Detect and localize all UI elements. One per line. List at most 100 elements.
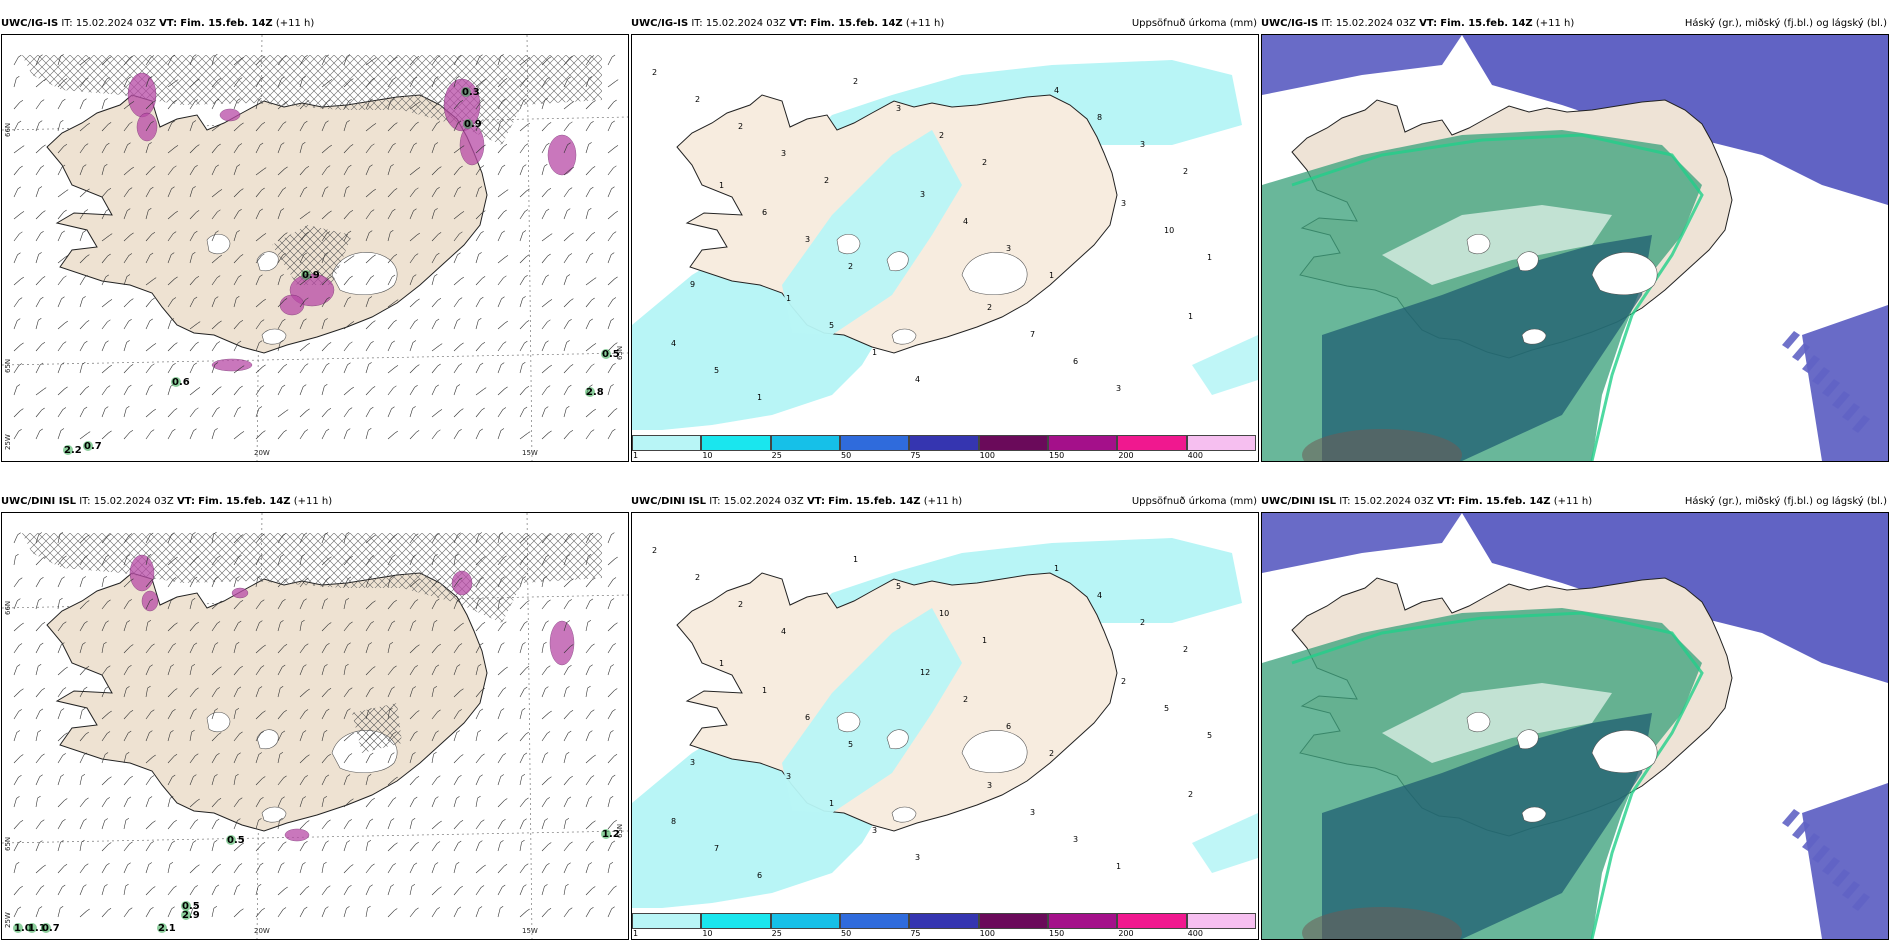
wind-barb	[79, 433, 88, 440]
wind-barb	[607, 732, 611, 742]
wind-barb	[13, 600, 18, 610]
wind-barb-flag	[590, 121, 594, 124]
wind-barb	[123, 864, 128, 874]
wind-barb-flag	[128, 664, 132, 668]
wind-barb	[365, 145, 372, 154]
wind-barb	[585, 864, 590, 874]
wind-barb-flag	[215, 576, 219, 579]
wind-barb	[57, 710, 62, 720]
wind-barb-flag	[216, 687, 220, 690]
wind-barb	[365, 820, 371, 830]
wind-barb-flag	[568, 599, 572, 602]
wind-barb	[233, 232, 237, 242]
wind-barb-flag	[42, 556, 46, 559]
wind-barb-flag	[20, 622, 24, 626]
wind-barb-flag	[60, 906, 64, 909]
wind-barb	[497, 257, 506, 264]
wind-barb	[585, 756, 593, 764]
wind-barb	[189, 101, 196, 110]
wind-barb	[13, 887, 21, 896]
wind-barb	[541, 58, 549, 66]
wind-barb	[409, 123, 416, 132]
wind-barb	[321, 776, 327, 786]
wind-barb	[145, 320, 151, 330]
wind-barb-flag	[149, 384, 153, 387]
wind-barb-flag	[348, 407, 353, 410]
wind-barb-flag	[392, 208, 396, 212]
wind-barb	[233, 688, 239, 698]
wind-barb	[321, 887, 328, 896]
wind-barb	[409, 688, 414, 698]
wind-barb-flag	[545, 208, 550, 212]
high-cloud-northwest	[1262, 35, 1462, 95]
wind-barb	[167, 167, 174, 176]
wind-barb	[607, 776, 613, 786]
wind-barb-flag	[170, 598, 175, 601]
wind-barb-flag	[546, 731, 551, 734]
wind-barb	[189, 167, 195, 176]
wind-barb-flag	[261, 121, 266, 125]
wind-barb-flag	[192, 186, 196, 189]
wind-barb-flag	[414, 385, 418, 388]
wind-barb	[35, 710, 41, 720]
wind-barb-flag	[195, 341, 199, 345]
wind-barb	[497, 80, 505, 88]
wind-barb-flag	[456, 730, 460, 733]
wind-barb	[101, 321, 108, 330]
precip-value: 1	[762, 686, 767, 695]
precip-value: 1	[982, 636, 987, 645]
wind-barb-flag	[84, 275, 88, 278]
wind-barb	[299, 431, 306, 440]
wind-barb	[607, 842, 613, 852]
wind-barb-flag	[615, 79, 619, 82]
wind-barb	[13, 233, 20, 242]
wind-barb-flag	[479, 54, 483, 57]
wind-barb	[607, 233, 614, 242]
wind-barb	[299, 410, 307, 418]
wind-barb-flag	[147, 619, 152, 623]
wind-barb	[255, 688, 260, 698]
wind-barb	[365, 343, 371, 352]
wind-barb	[453, 122, 459, 132]
precip-value: 4	[671, 339, 676, 348]
wind-barb	[189, 232, 195, 242]
wind-barb-flag	[171, 54, 176, 58]
wind-barb-flag	[613, 754, 618, 757]
wind-barb	[431, 822, 439, 830]
wind-barb-flag	[390, 230, 394, 233]
wind-barb	[167, 188, 172, 198]
wind-barb-flag	[60, 54, 64, 57]
wind-barb	[233, 256, 241, 264]
wind-barb	[57, 277, 64, 286]
wind-barb-flag	[171, 840, 176, 844]
wind-barb	[475, 755, 482, 764]
wind-barb-flag	[417, 101, 421, 104]
wind-barb	[321, 299, 327, 308]
wind-barb-flag	[106, 142, 110, 146]
wind-barb	[321, 842, 326, 852]
wind-barb	[79, 623, 85, 632]
colorbar-swatch	[1048, 435, 1118, 451]
wind-barb-flag	[148, 862, 152, 865]
wind-barb-flag	[610, 384, 614, 387]
wind-barb-flag	[483, 387, 487, 390]
wind-barb-flag	[197, 321, 201, 324]
colorbar-swatch	[701, 913, 771, 929]
precip-value: 4	[963, 217, 968, 226]
wind-barb	[453, 233, 460, 242]
wind-barb-flag	[480, 231, 484, 234]
wind-barb-flag	[610, 664, 614, 667]
wind-barb	[233, 578, 237, 588]
wind-barb-flag	[302, 76, 306, 79]
wind-barb	[101, 799, 108, 808]
wind-barb	[541, 100, 545, 110]
wind-barb-flag	[86, 600, 90, 603]
wind-barb	[321, 81, 330, 88]
wind-barb-flag	[238, 143, 243, 146]
wind-barb	[255, 886, 259, 896]
wind-barb	[475, 798, 478, 808]
wind-barb	[277, 601, 283, 610]
wind-barb	[167, 430, 173, 440]
wind-barb	[541, 301, 550, 308]
